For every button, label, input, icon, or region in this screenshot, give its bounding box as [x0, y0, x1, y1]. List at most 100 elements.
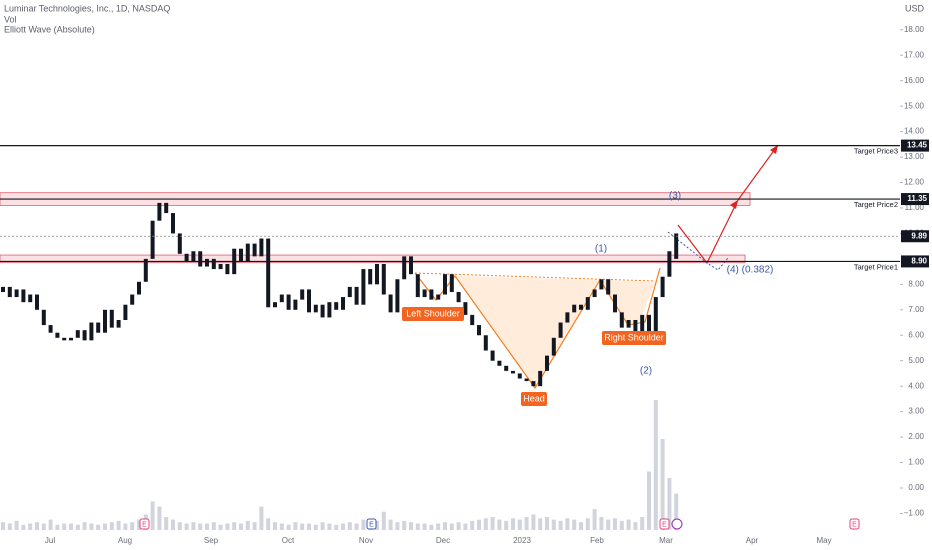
- volume-bar: [347, 522, 352, 530]
- candle: [477, 325, 481, 336]
- candle: [198, 251, 203, 267]
- candle: [14, 289, 19, 298]
- y-tick-label: 2.00: [908, 432, 924, 441]
- volume-bar: [96, 524, 101, 530]
- event-marker: [366, 518, 377, 530]
- volume-bar: [647, 471, 651, 530]
- annotation-box: [402, 307, 464, 321]
- candle: [538, 370, 543, 387]
- x-tick-label: Mar: [659, 536, 673, 545]
- candle: [157, 202, 162, 221]
- volume-bar: [286, 524, 291, 530]
- level-label: 9.89: [911, 231, 927, 240]
- volume-bar: [69, 523, 73, 530]
- level-name: Target Price3: [854, 147, 898, 156]
- candle: [361, 269, 366, 305]
- candle: [511, 370, 515, 374]
- y-tick-label: 7.00: [908, 305, 924, 314]
- volume-bar: [545, 517, 549, 530]
- arrow-head: [730, 200, 738, 209]
- volume-bar: [232, 522, 237, 530]
- candle: [320, 304, 325, 318]
- volume-bar: [218, 524, 223, 530]
- volume-bar: [524, 517, 529, 530]
- candle: [341, 297, 345, 310]
- event-label: E: [852, 521, 857, 528]
- x-tick-label: Aug: [118, 536, 132, 545]
- volume-bar: [361, 519, 366, 530]
- candle: [443, 274, 447, 295]
- volume-bar: [137, 519, 141, 530]
- x-tick-label: 2023: [513, 536, 531, 545]
- wave-label: (2): [640, 366, 652, 377]
- candle: [504, 365, 509, 371]
- volume-bar: [517, 519, 522, 530]
- candle: [613, 294, 617, 313]
- event-marker: [671, 518, 683, 530]
- candle: [606, 279, 611, 295]
- candle: [116, 319, 121, 328]
- level-badge: [901, 139, 929, 152]
- volume-bar: [415, 523, 420, 530]
- candle: [354, 286, 359, 305]
- candle: [293, 299, 298, 310]
- x-tick-label: Feb: [590, 536, 604, 545]
- candle: [205, 258, 209, 267]
- candle: [667, 251, 672, 277]
- volume-bar: [388, 519, 393, 530]
- x-tick-label: May: [816, 536, 831, 545]
- candle: [579, 304, 583, 310]
- volume-bar: [585, 518, 590, 530]
- level-badge: [901, 255, 929, 268]
- projection-arrow: [737, 144, 779, 201]
- candle: [286, 294, 291, 310]
- candle: [436, 294, 441, 300]
- volume-bar: [626, 519, 631, 530]
- volume-bar: [674, 493, 679, 530]
- candle: [266, 238, 271, 308]
- volume-bar: [667, 478, 672, 530]
- x-tick-label: Oct: [282, 536, 295, 545]
- volume-bar: [409, 522, 413, 530]
- volume-bar: [599, 517, 604, 530]
- level-name: Target Price1: [854, 262, 898, 271]
- volume-bar: [103, 523, 107, 530]
- volume-bar: [470, 520, 475, 530]
- level-badge: [901, 193, 929, 206]
- candle: [55, 332, 60, 338]
- level-badge: [901, 230, 929, 243]
- volume-bar: [436, 523, 441, 530]
- volume-bar: [375, 520, 379, 530]
- y-tick-label: 15.00: [904, 101, 925, 110]
- candle: [259, 238, 264, 257]
- annotation: Right Shoulder: [604, 332, 664, 342]
- candle: [69, 337, 73, 341]
- indicator-name: Vol: [4, 14, 17, 24]
- candle: [375, 263, 379, 285]
- level-name: Target Price2: [854, 200, 898, 209]
- volume-bar: [279, 523, 284, 530]
- candle: [75, 330, 80, 338]
- chart-title: Luminar Technologies, Inc., 1D, NASDAQ: [4, 3, 170, 13]
- volume-bar: [490, 517, 495, 530]
- projection-arrow: [677, 199, 739, 265]
- volume-bar: [660, 439, 665, 530]
- currency: USD: [905, 3, 925, 13]
- candle: [422, 289, 427, 298]
- candle: [218, 263, 223, 270]
- candle: [619, 312, 624, 328]
- candle: [225, 263, 230, 275]
- candle: [647, 314, 651, 336]
- candle: [531, 381, 536, 387]
- volume-bar: [164, 517, 169, 530]
- volume-bar: [558, 520, 563, 530]
- candle: [96, 322, 101, 333]
- candle: [273, 302, 277, 308]
- candle: [409, 256, 413, 275]
- candle: [279, 294, 284, 303]
- candle: [41, 309, 46, 326]
- candle: [572, 304, 577, 313]
- x-tick-label: Sep: [204, 536, 219, 545]
- y-tick-label: 8.00: [908, 279, 924, 288]
